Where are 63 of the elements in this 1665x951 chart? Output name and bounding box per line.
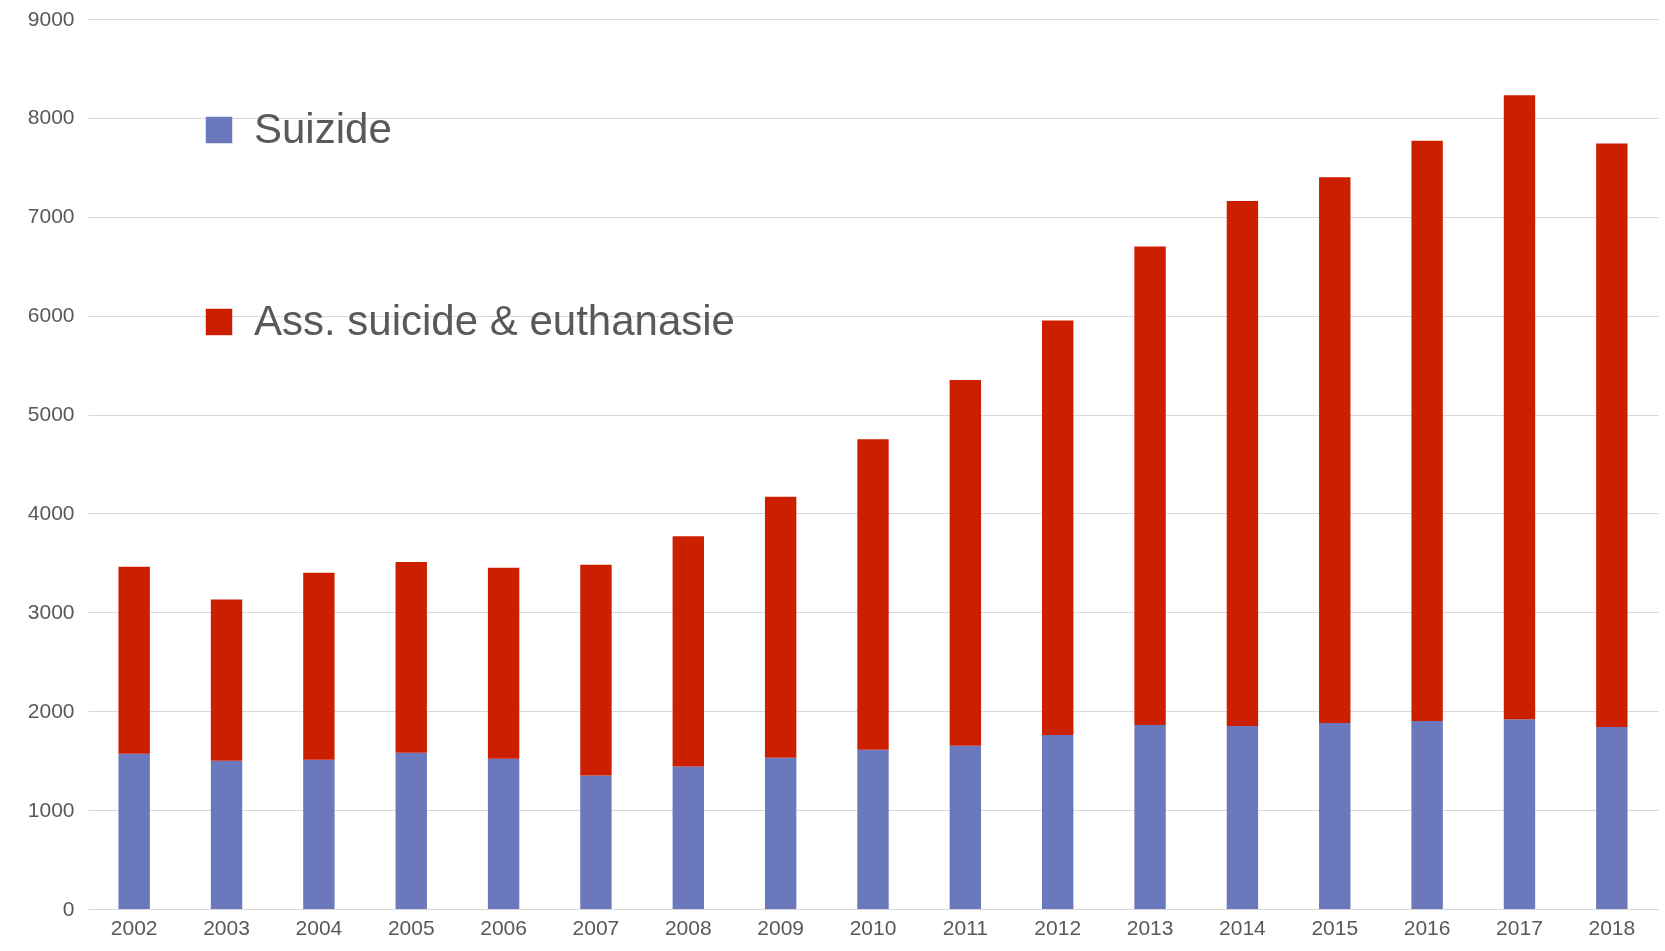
bar [949,379,982,746]
x-tick-label: 2013 [1126,915,1174,939]
bar [1411,721,1443,909]
bar [857,749,889,909]
y-tick-label: 5000 [27,402,75,426]
bar [487,567,520,759]
bar [580,564,612,776]
bar [1134,725,1166,909]
bar [1503,719,1536,909]
x-tick-label: 2011 [942,915,988,939]
y-tick-label: 3000 [27,599,75,623]
bar [303,759,335,909]
y-tick-label: 7000 [27,204,75,228]
bar [487,758,520,909]
y-tick-label: 2000 [27,698,75,722]
bar [1042,734,1074,909]
bar [672,766,704,909]
x-tick-label: 2014 [1219,915,1267,939]
y-tick-label: 4000 [27,500,75,524]
x-tick-label: 2002 [110,915,158,939]
bar [1503,95,1536,720]
bar [210,760,243,909]
x-tick-label: 2017 [1496,915,1543,939]
bar [303,572,335,760]
y-tick-label: 6000 [27,303,75,327]
legend-label: Suizide [254,105,392,152]
bar [1226,200,1259,727]
y-tick-label: 9000 [27,6,75,30]
y-tick-label: 8000 [27,105,75,129]
bar [672,536,704,767]
bar [118,753,150,909]
x-tick-label: 2012 [1034,915,1082,939]
bar [1226,726,1259,909]
x-tick-label: 2006 [480,915,527,939]
x-tick-label: 2007 [572,915,620,939]
bar [857,439,889,750]
bar [118,566,150,754]
x-tick-label: 2008 [664,915,712,939]
x-tick-label: 2004 [295,915,343,939]
x-tick-label: 2009 [757,915,805,939]
x-tick-label: 2015 [1311,915,1359,939]
bar [1411,140,1443,722]
legend-label: Ass. suicide & euthanasie [254,297,735,344]
bar [1319,177,1351,724]
bar [210,599,243,761]
bar [1596,727,1628,909]
bar [764,757,797,909]
bar [764,496,797,758]
x-tick-label: 2005 [387,915,435,939]
bar [395,752,427,909]
bar [1319,723,1351,909]
x-tick-label: 2016 [1403,915,1451,939]
x-tick-label: 2010 [849,915,897,939]
bar [949,745,982,909]
y-tick-label: 0 [62,896,75,920]
x-tick-label: 2003 [203,915,250,939]
bar [1596,143,1628,728]
bar [1042,320,1074,735]
bar [580,775,612,909]
bar [1134,246,1166,726]
bar [395,561,427,753]
y-tick-label: 1000 [27,797,75,821]
x-tick-label: 2018 [1588,915,1636,939]
